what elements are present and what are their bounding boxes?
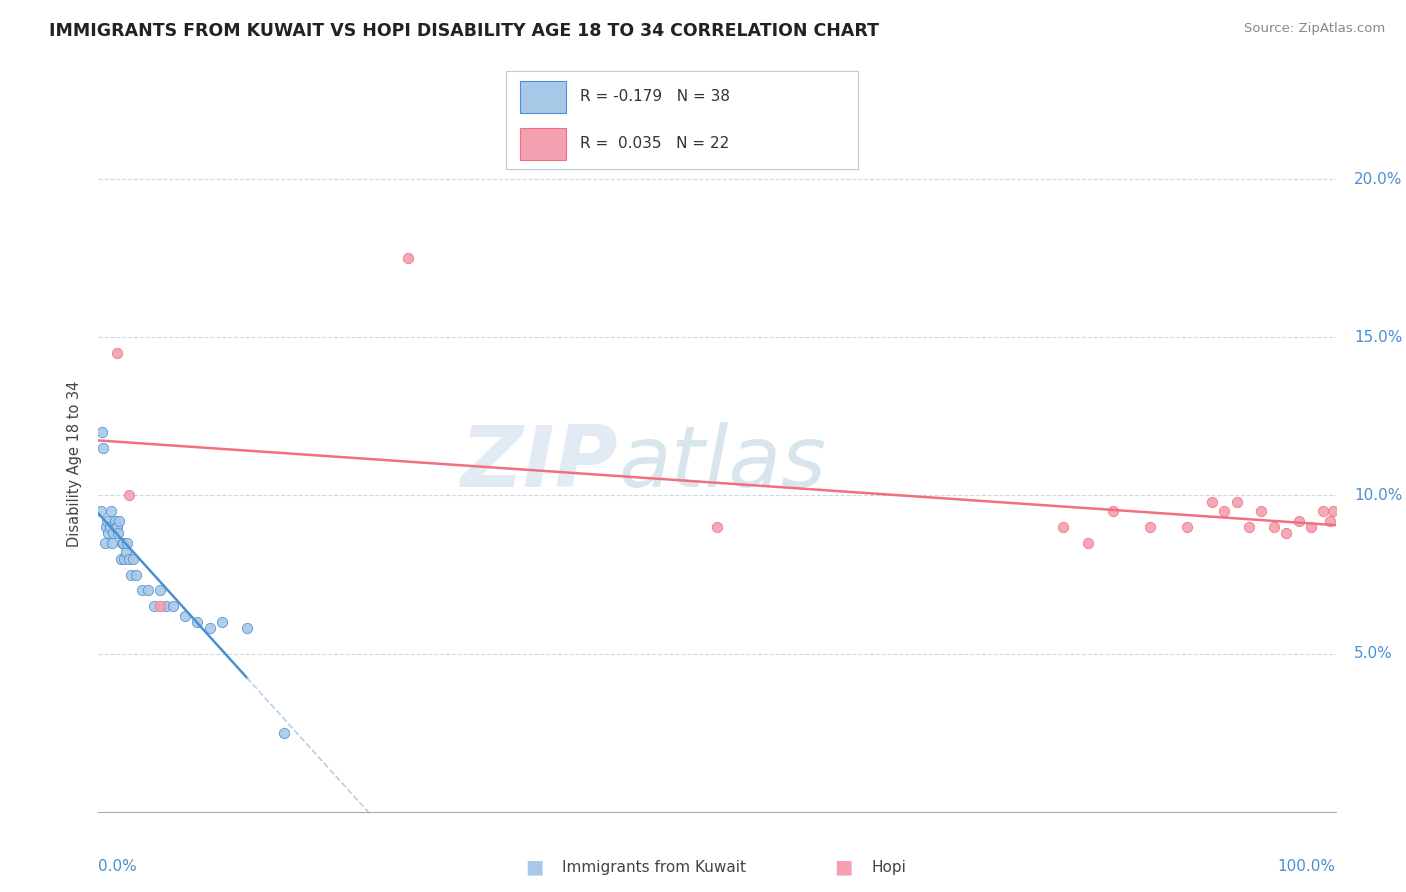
Point	[1319, 514, 1341, 528]
Bar	[520, 81, 565, 112]
Text: Immigrants from Kuwait: Immigrants from Kuwait	[562, 860, 747, 874]
Point	[174, 608, 197, 623]
Point	[115, 536, 138, 550]
Point	[114, 545, 136, 559]
Point	[162, 599, 184, 614]
Point	[107, 526, 129, 541]
Point	[112, 536, 135, 550]
Text: 100.0%: 100.0%	[1278, 859, 1336, 874]
Text: Source: ZipAtlas.com: Source: ZipAtlas.com	[1244, 22, 1385, 36]
Point	[211, 615, 233, 629]
Point	[236, 621, 259, 635]
Point	[273, 725, 295, 739]
Point	[91, 425, 114, 440]
Point	[1250, 504, 1272, 518]
Point	[112, 551, 135, 566]
Text: 10.0%: 10.0%	[1354, 488, 1403, 503]
Y-axis label: Disability Age 18 to 34: Disability Age 18 to 34	[67, 381, 83, 547]
Text: R =  0.035   N = 22: R = 0.035 N = 22	[579, 136, 730, 152]
Point	[98, 520, 121, 534]
Point	[1263, 520, 1285, 534]
Point	[155, 599, 177, 614]
Point	[101, 536, 124, 550]
Point	[1226, 495, 1249, 509]
Point	[149, 599, 172, 614]
Point	[105, 520, 128, 534]
Point	[122, 551, 145, 566]
Point	[198, 621, 221, 635]
Text: 20.0%: 20.0%	[1354, 172, 1403, 186]
Point	[111, 536, 134, 550]
Point	[118, 551, 141, 566]
Text: 15.0%: 15.0%	[1354, 330, 1403, 345]
Point	[1288, 514, 1310, 528]
Point	[149, 583, 172, 598]
Point	[108, 514, 131, 528]
Point	[110, 551, 132, 566]
Text: Hopi: Hopi	[872, 860, 907, 874]
Point	[94, 520, 117, 534]
Point	[143, 599, 166, 614]
Point	[93, 441, 115, 455]
Text: R = -0.179   N = 38: R = -0.179 N = 38	[579, 89, 730, 104]
Text: atlas: atlas	[619, 422, 827, 506]
Point	[104, 520, 127, 534]
Point	[1175, 520, 1198, 534]
Point	[131, 583, 153, 598]
Point	[396, 252, 419, 266]
Point	[706, 520, 728, 534]
Text: IMMIGRANTS FROM KUWAIT VS HOPI DISABILITY AGE 18 TO 34 CORRELATION CHART: IMMIGRANTS FROM KUWAIT VS HOPI DISABILIT…	[49, 22, 879, 40]
Point	[96, 514, 118, 528]
Point	[124, 567, 146, 582]
Point	[136, 583, 159, 598]
Bar	[520, 128, 565, 160]
Text: 5.0%: 5.0%	[1354, 646, 1393, 661]
Point	[118, 488, 141, 502]
Point	[103, 526, 125, 541]
Point	[1102, 504, 1125, 518]
Point	[105, 346, 128, 360]
Point	[1201, 495, 1223, 509]
Point	[1139, 520, 1161, 534]
Point	[1275, 526, 1298, 541]
Point	[1322, 504, 1344, 518]
Text: ZIP: ZIP	[460, 422, 619, 506]
Point	[90, 504, 112, 518]
Point	[97, 526, 120, 541]
Text: ■: ■	[834, 857, 853, 877]
Point	[93, 536, 115, 550]
Point	[1077, 536, 1099, 550]
Point	[186, 615, 208, 629]
Point	[1052, 520, 1074, 534]
Point	[1237, 520, 1260, 534]
Point	[100, 504, 122, 518]
Text: 0.0%: 0.0%	[98, 859, 138, 874]
Point	[103, 514, 125, 528]
Point	[1312, 504, 1334, 518]
Point	[1213, 504, 1236, 518]
Point	[120, 567, 142, 582]
Point	[1299, 520, 1322, 534]
Text: ■: ■	[524, 857, 544, 877]
